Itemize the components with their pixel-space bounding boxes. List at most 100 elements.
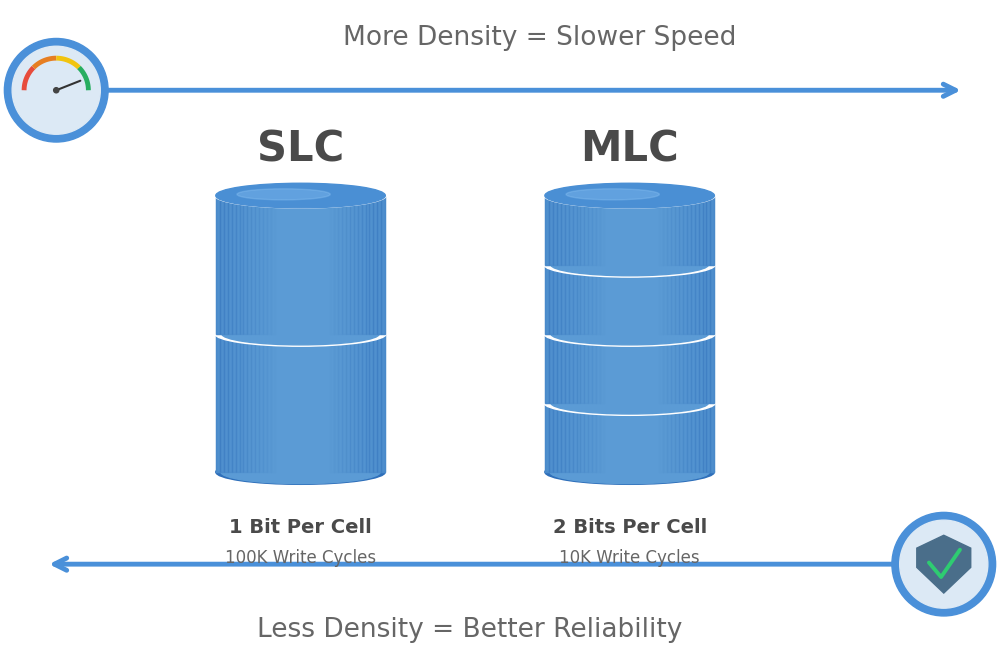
Polygon shape xyxy=(577,196,580,264)
Polygon shape xyxy=(545,264,714,334)
Polygon shape xyxy=(216,334,385,472)
Ellipse shape xyxy=(551,254,708,276)
Polygon shape xyxy=(569,196,573,264)
Polygon shape xyxy=(703,403,706,472)
Polygon shape xyxy=(671,264,675,334)
Polygon shape xyxy=(381,196,385,334)
Ellipse shape xyxy=(216,183,385,208)
Polygon shape xyxy=(569,403,573,472)
Polygon shape xyxy=(580,403,584,472)
Polygon shape xyxy=(243,196,247,334)
Polygon shape xyxy=(710,334,714,403)
Polygon shape xyxy=(366,334,369,472)
Polygon shape xyxy=(580,334,584,403)
Polygon shape xyxy=(592,403,596,472)
Polygon shape xyxy=(592,264,596,334)
Polygon shape xyxy=(545,334,714,403)
Polygon shape xyxy=(565,334,569,403)
Polygon shape xyxy=(338,196,342,334)
Polygon shape xyxy=(220,196,224,334)
Polygon shape xyxy=(584,403,588,472)
Polygon shape xyxy=(545,196,714,264)
Ellipse shape xyxy=(544,183,715,208)
Polygon shape xyxy=(683,264,687,334)
Polygon shape xyxy=(545,196,549,264)
Ellipse shape xyxy=(216,459,385,485)
Polygon shape xyxy=(584,196,588,264)
Ellipse shape xyxy=(550,461,709,484)
Polygon shape xyxy=(577,264,580,334)
Polygon shape xyxy=(553,403,557,472)
Polygon shape xyxy=(588,334,592,403)
Polygon shape xyxy=(557,403,561,472)
Ellipse shape xyxy=(544,321,715,346)
Polygon shape xyxy=(699,334,703,403)
Polygon shape xyxy=(577,334,580,403)
Polygon shape xyxy=(687,334,691,403)
Polygon shape xyxy=(580,196,584,264)
Polygon shape xyxy=(216,196,220,334)
Polygon shape xyxy=(232,334,236,472)
Ellipse shape xyxy=(221,461,380,484)
Polygon shape xyxy=(565,403,569,472)
Polygon shape xyxy=(557,264,561,334)
Polygon shape xyxy=(350,334,354,472)
Text: Less Density = Better Reliability: Less Density = Better Reliability xyxy=(257,617,683,643)
Polygon shape xyxy=(251,196,255,334)
Polygon shape xyxy=(667,403,671,472)
Polygon shape xyxy=(569,334,573,403)
Polygon shape xyxy=(549,196,553,264)
Polygon shape xyxy=(679,196,683,264)
Polygon shape xyxy=(561,403,565,472)
Ellipse shape xyxy=(54,88,59,93)
Polygon shape xyxy=(580,264,584,334)
Polygon shape xyxy=(549,264,553,334)
Polygon shape xyxy=(710,403,714,472)
Ellipse shape xyxy=(892,512,996,616)
Polygon shape xyxy=(565,264,569,334)
Polygon shape xyxy=(561,264,565,334)
Text: 10K Write Cycles: 10K Write Cycles xyxy=(559,549,700,566)
Polygon shape xyxy=(338,334,342,472)
Polygon shape xyxy=(565,196,569,264)
Polygon shape xyxy=(362,196,366,334)
Polygon shape xyxy=(703,334,706,403)
Ellipse shape xyxy=(215,183,386,208)
Ellipse shape xyxy=(545,459,714,485)
Polygon shape xyxy=(561,196,565,264)
Polygon shape xyxy=(263,196,267,334)
Polygon shape xyxy=(592,334,596,403)
Polygon shape xyxy=(366,196,369,334)
Polygon shape xyxy=(706,264,710,334)
Polygon shape xyxy=(691,196,695,264)
Polygon shape xyxy=(699,403,703,472)
Polygon shape xyxy=(545,334,549,403)
Text: 2 Bits Per Cell: 2 Bits Per Cell xyxy=(553,518,707,537)
Ellipse shape xyxy=(215,321,386,346)
Polygon shape xyxy=(679,403,683,472)
Polygon shape xyxy=(588,264,592,334)
Text: MLC: MLC xyxy=(580,128,679,171)
Ellipse shape xyxy=(237,189,330,200)
Polygon shape xyxy=(549,403,553,472)
Polygon shape xyxy=(584,334,588,403)
Polygon shape xyxy=(671,403,675,472)
Polygon shape xyxy=(687,196,691,264)
Text: More Density = Slower Speed: More Density = Slower Speed xyxy=(343,24,737,51)
Polygon shape xyxy=(247,334,251,472)
Polygon shape xyxy=(687,403,691,472)
Polygon shape xyxy=(675,264,679,334)
Polygon shape xyxy=(247,196,251,334)
Polygon shape xyxy=(706,334,710,403)
Polygon shape xyxy=(691,403,695,472)
Polygon shape xyxy=(706,196,710,264)
Polygon shape xyxy=(710,196,714,264)
Polygon shape xyxy=(691,334,695,403)
Polygon shape xyxy=(683,196,687,264)
Polygon shape xyxy=(695,403,699,472)
Text: 1 Bit Per Cell: 1 Bit Per Cell xyxy=(229,518,372,537)
Ellipse shape xyxy=(551,323,708,345)
Polygon shape xyxy=(373,334,377,472)
Polygon shape xyxy=(706,403,710,472)
Polygon shape xyxy=(373,196,377,334)
